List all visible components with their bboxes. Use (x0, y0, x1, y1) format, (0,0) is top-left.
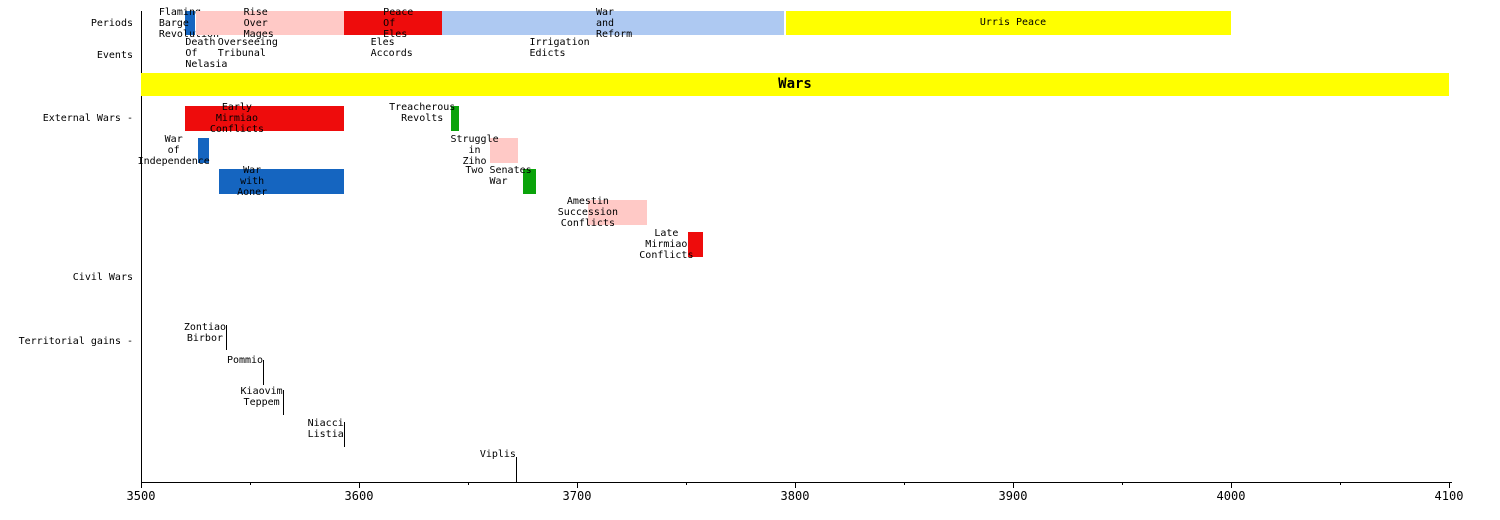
external-war-label: War with Aoner (237, 165, 268, 198)
territorial-gain-stem (282, 390, 284, 415)
x-tick-major (577, 482, 578, 488)
row-label-periods: Periods (90, 18, 133, 29)
period-label: Urris Peace (979, 17, 1047, 28)
period-bar (441, 11, 785, 35)
external-war-label: Two Senates War (465, 165, 532, 187)
x-tick-major (795, 482, 796, 488)
x-tick-minor (904, 482, 905, 485)
period-bar (343, 11, 442, 35)
territorial-gain-label: Kiaovim Teppem (240, 386, 283, 408)
x-tick-label: 3900 (998, 489, 1028, 503)
external-war-label: Struggle in Ziho (450, 134, 499, 167)
territorial-gain-stem (515, 457, 517, 482)
event-label: Death Of Nelasia (185, 37, 228, 70)
external-war-bar (522, 169, 536, 194)
x-tick-minor (250, 482, 251, 485)
territorial-gain-label: Zontiao Birbor (183, 322, 227, 344)
territorial-gain-label: Niacci Listia (307, 418, 344, 440)
x-tick-label: 4100 (1434, 489, 1464, 503)
external-war-bar (450, 106, 460, 131)
x-tick-label: 3600 (344, 489, 374, 503)
x-tick-major (359, 482, 360, 488)
external-war-bar (197, 138, 209, 163)
external-war-label: War of Independence (137, 134, 210, 167)
x-tick-label: 3800 (780, 489, 810, 503)
row-label-events: Events (96, 50, 133, 61)
external-war-label: Late Mirmiao Conflicts (639, 228, 694, 261)
territorial-gain-stem (263, 360, 265, 385)
territorial-gain-label: Pommio (226, 355, 264, 366)
external-war-bar (688, 232, 704, 257)
x-tick-minor (686, 482, 687, 485)
row-label-external-wars: External Wars - (42, 113, 133, 124)
external-war-label: Amestin Succession Conflicts (557, 196, 618, 229)
x-axis-spine (141, 482, 1452, 483)
territorial-gain-stem (343, 422, 345, 447)
y-axis-spine (141, 11, 142, 482)
period-bar (184, 11, 196, 35)
external-war-bar (184, 106, 344, 131)
period-bar (195, 11, 344, 35)
wars-band-bar (141, 73, 1449, 96)
x-tick-label: 3700 (562, 489, 592, 503)
row-label-civil-wars: Civil Wars (72, 272, 133, 283)
period-label: Flaming Barge Revolution (158, 7, 220, 40)
x-tick-minor (1122, 482, 1123, 485)
event-label: Eles Accords (370, 37, 413, 59)
external-war-bar (587, 200, 647, 225)
external-war-label: Early Mirmiao Conflicts (209, 102, 264, 135)
x-tick-label: 3500 (126, 489, 156, 503)
event-label: Overseeing Tribunal (217, 37, 278, 59)
x-tick-major (1231, 482, 1232, 488)
x-tick-minor (1340, 482, 1341, 485)
period-label: War and Reform (595, 7, 633, 40)
period-bar (786, 11, 1231, 35)
x-tick-major (1013, 482, 1014, 488)
external-war-bar (489, 138, 519, 163)
external-war-label: Treacherous Revolts (389, 102, 456, 124)
x-tick-minor (468, 482, 469, 485)
event-label: Irrigation Edicts (529, 37, 590, 59)
x-tick-major (1449, 482, 1450, 488)
row-label-territorial-gains: Territorial gains - (18, 336, 133, 347)
territorial-gain-label: Viplis (479, 449, 516, 460)
territorial-gain-stem (226, 325, 228, 350)
period-label: Peace Of Eles (383, 7, 414, 40)
period-label: Rise Over Mages (243, 7, 274, 40)
wars-band-label: Wars (778, 76, 812, 92)
x-tick-major (141, 482, 142, 488)
external-war-bar (219, 169, 344, 194)
x-tick-label: 4000 (1216, 489, 1246, 503)
